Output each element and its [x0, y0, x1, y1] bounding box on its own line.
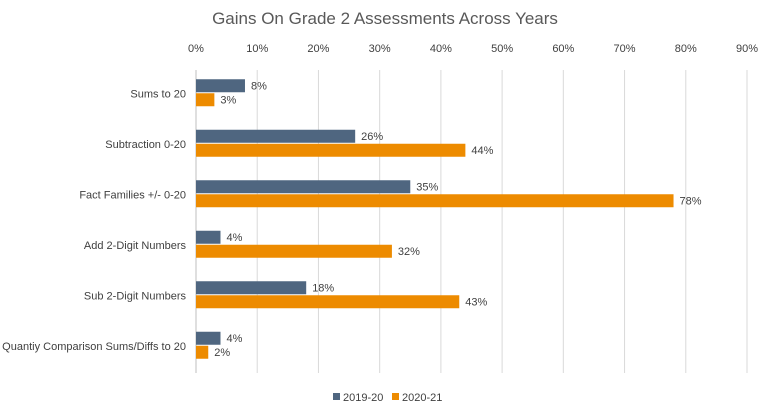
bar-2020-21	[196, 295, 460, 309]
x-tick-labels: 0% 10% 20% 30% 40% 50% 60% 70% 80% 90%	[188, 43, 758, 55]
bar-2019-20	[196, 281, 307, 295]
bar-2019-20	[196, 230, 221, 244]
bar-2019-20	[196, 180, 411, 194]
bar-2020-21	[196, 93, 215, 107]
bar-2019-20	[196, 79, 245, 93]
category-label: Quantiy Comparison Sums/Diffs to 20	[2, 341, 186, 353]
bar-2019-20	[196, 129, 356, 143]
data-label: 2%	[214, 347, 230, 359]
x-tick-label: 70%	[614, 43, 636, 55]
x-tick-label: 40%	[430, 43, 452, 55]
legend: 2019-20 2020-21	[333, 392, 442, 404]
data-label: 3%	[220, 94, 236, 106]
category-labels: Sums to 20 Subtraction 0-20 Fact Families …	[2, 88, 186, 353]
bar-2020-21	[196, 345, 209, 359]
x-tick-label: 20%	[307, 43, 329, 55]
category-label: Sub 2-Digit Numbers	[84, 290, 187, 302]
data-label: 4%	[226, 333, 242, 345]
x-tick-label: 0%	[188, 43, 204, 55]
legend-swatch-2019-20	[333, 393, 340, 400]
bar-2020-21	[196, 143, 466, 157]
x-tick-label: 80%	[675, 43, 697, 55]
bar-2019-20	[196, 331, 221, 345]
bars: 8% 3% 26% 44% 35% 78% 4% 32% 18% 43% 4% 2%	[196, 79, 702, 359]
data-label: 8%	[251, 80, 267, 92]
data-label: 43%	[465, 296, 487, 308]
x-tick-label: 50%	[491, 43, 513, 55]
legend-label: 2019-20	[343, 392, 383, 404]
legend-label: 2020-21	[402, 392, 442, 404]
data-label: 44%	[471, 145, 493, 157]
category-label: Subtraction 0-20	[105, 139, 186, 151]
data-label: 35%	[416, 181, 438, 193]
legend-swatch-2020-21	[392, 393, 399, 400]
bar-2020-21	[196, 244, 392, 258]
x-tick-label: 60%	[552, 43, 574, 55]
data-label: 4%	[226, 232, 242, 244]
data-label: 26%	[361, 131, 383, 143]
x-tick-label: 10%	[246, 43, 268, 55]
chart-title: Gains On Grade 2 Assessments Across Year…	[212, 9, 558, 28]
category-label: Add 2-Digit Numbers	[84, 240, 187, 252]
data-label: 32%	[398, 246, 420, 258]
data-label: 78%	[680, 195, 702, 207]
category-label: Sums to 20	[130, 88, 186, 100]
gridlines	[195, 70, 748, 373]
x-tick-label: 90%	[736, 43, 758, 55]
category-label: Fact Families +/- 0-20	[79, 189, 186, 201]
x-tick-label: 30%	[369, 43, 391, 55]
bar-2020-21	[196, 194, 674, 208]
data-label: 18%	[312, 282, 334, 294]
